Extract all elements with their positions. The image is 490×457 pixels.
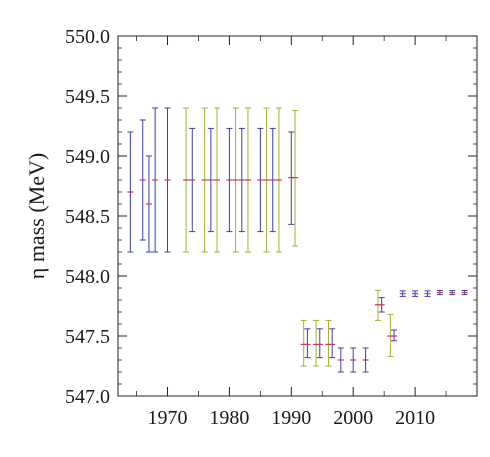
- data-point: [183, 107, 190, 253]
- data-point: [207, 127, 214, 233]
- data-point: [232, 107, 239, 253]
- data-point: [288, 131, 295, 225]
- data-point: [378, 297, 385, 313]
- data-point: [304, 328, 311, 359]
- x-axis-ticks: 1970 1980 1990 2000 2010: [136, 36, 478, 429]
- y-tick-label: 548.5: [65, 206, 110, 228]
- x-tick-label: 2010: [395, 407, 435, 429]
- data-point: [461, 290, 468, 296]
- data-point: [424, 290, 431, 297]
- data-point: [412, 290, 419, 297]
- data-point: [275, 107, 282, 253]
- data-point: [313, 319, 320, 367]
- y-axis-title: η mass (MeV): [24, 153, 49, 279]
- x-tick-label: 2000: [333, 407, 373, 429]
- x-tick-label: 1990: [271, 407, 311, 429]
- data-point: [244, 107, 251, 253]
- data-point: [337, 347, 344, 373]
- data-point: [325, 319, 332, 367]
- y-tick-label: 547.0: [65, 386, 110, 408]
- y-tick-label: 549.0: [65, 146, 110, 168]
- data-point: [139, 119, 146, 241]
- data-point: [449, 290, 456, 296]
- x-tick-label: 1980: [209, 407, 249, 429]
- data-point: [263, 107, 270, 253]
- y-tick-label: 549.5: [65, 86, 110, 108]
- data-point: [316, 328, 323, 359]
- data-point: [350, 347, 357, 373]
- data-point: [391, 329, 398, 342]
- data-point: [145, 155, 152, 253]
- y-tick-label: 548.0: [65, 266, 110, 288]
- data-point: [201, 107, 208, 253]
- y-tick-label: 550.0: [65, 26, 110, 48]
- data-point: [152, 107, 159, 253]
- data-point: [214, 107, 221, 253]
- data-point: [189, 127, 196, 233]
- data-point: [329, 328, 336, 359]
- data-point: [269, 127, 276, 233]
- data-point: [238, 127, 245, 233]
- data-point: [300, 319, 307, 367]
- plot-area: [127, 107, 468, 373]
- data-point: [399, 290, 406, 297]
- data-point: [164, 107, 171, 253]
- data-point: [127, 131, 134, 253]
- x-tick-label: 1970: [148, 407, 188, 429]
- y-tick-label: 547.5: [65, 326, 110, 348]
- data-point: [226, 127, 233, 233]
- data-point: [436, 290, 443, 296]
- y-axis-ticks: 547.0 547.5 548.0 548.5 549.0 549.5 550.0: [65, 26, 477, 408]
- plot-frame: [117, 35, 478, 397]
- data-point: [292, 109, 299, 247]
- data-point: [257, 127, 264, 233]
- data-point: [362, 347, 369, 373]
